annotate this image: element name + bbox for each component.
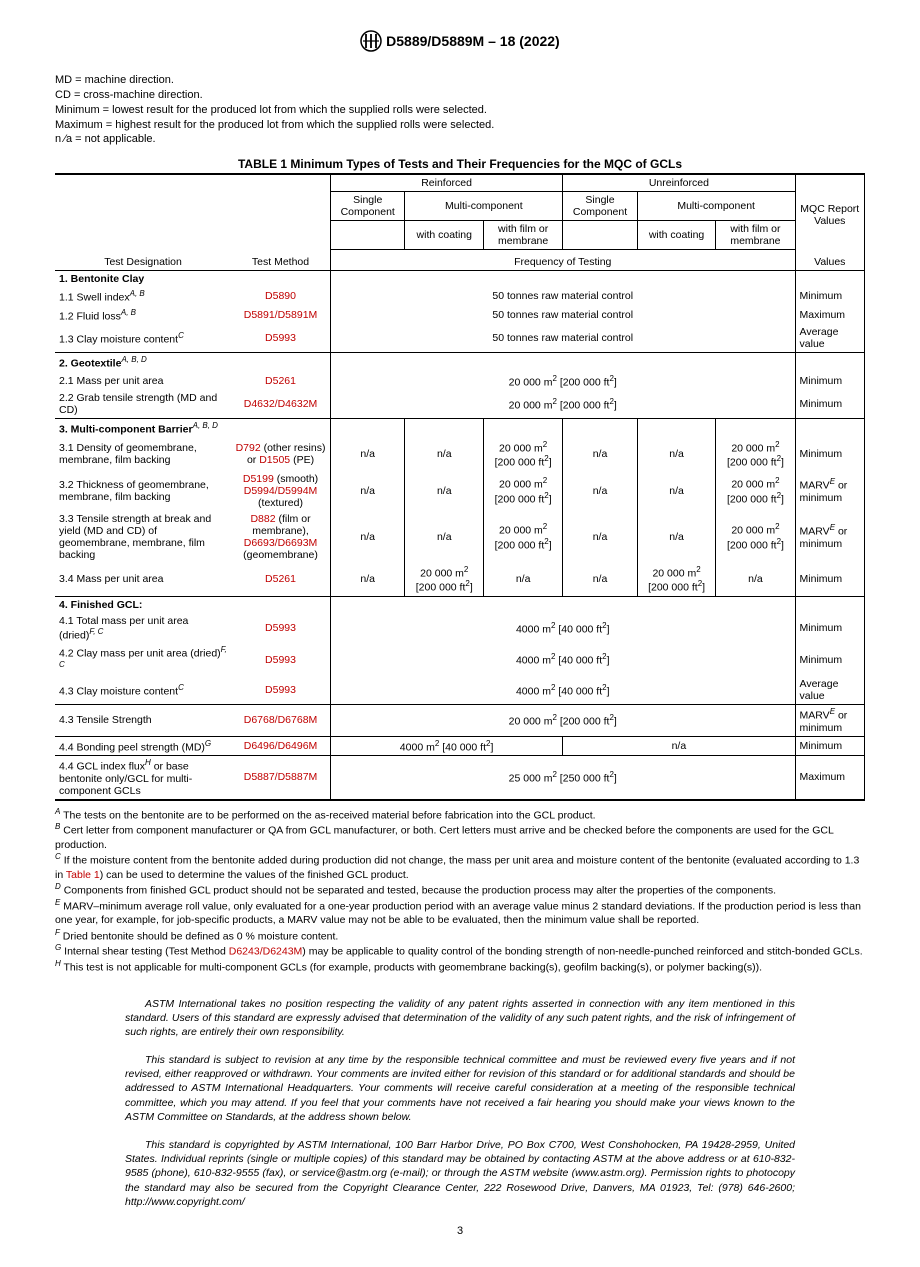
value-cell: Minimum bbox=[795, 613, 864, 644]
section-heading: 4. Finished GCL: bbox=[55, 596, 231, 613]
value-cell: MARVE or minimum bbox=[795, 471, 864, 511]
row-label: 2.1 Mass per unit area bbox=[55, 372, 231, 391]
hdr-mqc: MQC Report Values bbox=[795, 174, 864, 254]
row-label: 4.3 Clay moisture contentC bbox=[55, 676, 231, 705]
method-link[interactable]: D5890 bbox=[231, 287, 330, 306]
value-cell: Maximum bbox=[795, 756, 864, 800]
method-link[interactable]: D5993 bbox=[231, 643, 330, 676]
row-label: 4.2 Clay mass per unit area (dried)F, C bbox=[55, 643, 231, 676]
hdr-single: Single Component bbox=[330, 192, 405, 221]
method-link[interactable]: D6768/D6768M bbox=[231, 705, 330, 737]
definitions-block: MD = machine direction. CD = cross-machi… bbox=[55, 73, 865, 147]
row-label: 3.1 Density of geomembrane, membrane, fi… bbox=[55, 438, 231, 471]
freq-cell: 20 000 m2 [200 000 ft2] bbox=[330, 372, 795, 391]
hdr-coat: with coating bbox=[405, 221, 484, 250]
method-link[interactable]: D5993 bbox=[231, 613, 330, 644]
freq-cell: 20 000 m2 [200 000 ft2] bbox=[330, 390, 795, 419]
value-cell: Minimum bbox=[795, 643, 864, 676]
hdr-freq: Frequency of Testing bbox=[330, 254, 795, 271]
legal-block: ASTM International takes no position res… bbox=[125, 997, 795, 1209]
hdr-single: Single Component bbox=[563, 192, 638, 221]
method-link[interactable]: D5993 bbox=[231, 324, 330, 353]
value-cell: Average value bbox=[795, 676, 864, 705]
value-cell: MARVE or minimum bbox=[795, 511, 864, 563]
value-cell: Minimum bbox=[795, 736, 864, 756]
value-cell: Minimum bbox=[795, 438, 864, 471]
method-link[interactable]: D6243/D6243M bbox=[229, 946, 303, 958]
legal-para: ASTM International takes no position res… bbox=[125, 997, 795, 1040]
hdr-multi: Multi-component bbox=[405, 192, 563, 221]
row-label: 1.3 Clay moisture contentC bbox=[55, 324, 231, 353]
table-title: TABLE 1 Minimum Types of Tests and Their… bbox=[55, 157, 865, 171]
method-link[interactable]: D5261 bbox=[231, 372, 330, 391]
section-heading: 3. Multi-component BarrierA, B, D bbox=[55, 419, 231, 438]
method-link[interactable]: D5891/D5891M bbox=[231, 306, 330, 325]
value-cell: Average value bbox=[795, 324, 864, 353]
row-label: 1.2 Fluid lossA, B bbox=[55, 306, 231, 325]
value-cell: Minimum bbox=[795, 372, 864, 391]
row-label: 4.1 Total mass per unit area (dried)F, C bbox=[55, 613, 231, 644]
value-cell: MARVE or minimum bbox=[795, 705, 864, 737]
row-label: 3.2 Thickness of geomembrane, membrane, … bbox=[55, 471, 231, 511]
method-link[interactable]: D6496/D6496M bbox=[231, 736, 330, 756]
method-link[interactable]: D5261 bbox=[231, 563, 330, 597]
row-label: 4.4 GCL index fluxH or base bentonite on… bbox=[55, 756, 231, 800]
designation-title: D5889/D5889M – 18 (2022) bbox=[386, 33, 560, 49]
legal-para: This standard is copyrighted by ASTM Int… bbox=[125, 1138, 795, 1209]
value-cell: Minimum bbox=[795, 287, 864, 306]
def-line: n ⁄a = not applicable. bbox=[55, 132, 865, 147]
row-label: 2.2 Grab tensile strength (MD and CD) bbox=[55, 390, 231, 419]
row-label: 4.3 Tensile Strength bbox=[55, 705, 231, 737]
hdr-reinforced: Reinforced bbox=[330, 174, 562, 192]
hdr-test-designation: Test Designation bbox=[55, 254, 231, 271]
page-header: D5889/D5889M – 18 (2022) bbox=[55, 30, 865, 55]
method-link[interactable]: D5993 bbox=[231, 676, 330, 705]
value-cell: Minimum bbox=[795, 390, 864, 419]
method-link[interactable]: D5887/D5887M bbox=[231, 756, 330, 800]
method-cell: D792 (other resins) or D1505 (PE) bbox=[231, 438, 330, 471]
method-cell: D5199 (smooth) D5994/D5994M (textured) bbox=[231, 471, 330, 511]
def-line: Maximum = highest result for the produce… bbox=[55, 118, 865, 133]
astm-logo-icon bbox=[360, 30, 382, 55]
section-heading: 2. GeotextileA, B, D bbox=[55, 353, 231, 372]
def-line: CD = cross-machine direction. bbox=[55, 88, 865, 103]
footnotes-block: A The tests on the bentonite are to be p… bbox=[55, 807, 865, 975]
table-ref-link[interactable]: Table 1 bbox=[66, 869, 100, 881]
method-link[interactable]: D4632/D4632M bbox=[231, 390, 330, 419]
hdr-test-method: Test Method bbox=[231, 254, 330, 271]
hdr-coat: with coating bbox=[637, 221, 716, 250]
hdr-film: with film or membrane bbox=[484, 221, 563, 250]
def-line: Minimum = lowest result for the produced… bbox=[55, 103, 865, 118]
hdr-film: with film or membrane bbox=[716, 221, 795, 250]
freq-cell: 50 tonnes raw material control bbox=[330, 306, 795, 325]
row-label: 3.4 Mass per unit area bbox=[55, 563, 231, 597]
freq-cell: 50 tonnes raw material control bbox=[330, 287, 795, 306]
def-line: MD = machine direction. bbox=[55, 73, 865, 88]
value-cell: Minimum bbox=[795, 563, 864, 597]
legal-para: This standard is subject to revision at … bbox=[125, 1053, 795, 1124]
row-label: 1.1 Swell indexA, B bbox=[55, 287, 231, 306]
page-number: 3 bbox=[55, 1225, 865, 1237]
row-label: 3.3 Tensile strength at break and yield … bbox=[55, 511, 231, 563]
section-heading: 1. Bentonite Clay bbox=[55, 271, 231, 288]
row-label: 4.4 Bonding peel strength (MD)G bbox=[55, 736, 231, 756]
hdr-values: Values bbox=[795, 254, 864, 271]
hdr-multi: Multi-component bbox=[637, 192, 795, 221]
value-cell: Maximum bbox=[795, 306, 864, 325]
method-cell: D882 (film or membrane), D6693/D6693M (g… bbox=[231, 511, 330, 563]
freq-cell: 50 tonnes raw material control bbox=[330, 324, 795, 353]
mqc-table: Reinforced Unreinforced MQC Report Value… bbox=[55, 173, 865, 801]
hdr-unreinforced: Unreinforced bbox=[563, 174, 795, 192]
